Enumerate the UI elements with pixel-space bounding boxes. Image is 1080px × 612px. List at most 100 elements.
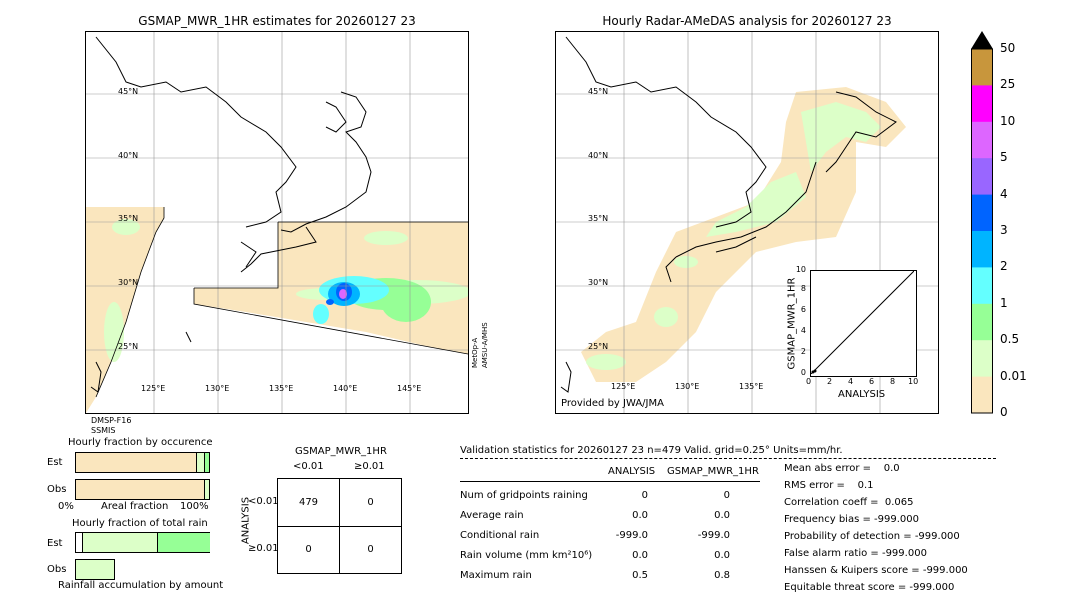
colorbar-label: 1 [1000, 295, 1008, 310]
right-lon-label: 135°E [739, 382, 764, 391]
left-map-title: GSMAP_MWR_1HR estimates for 20260127 23 [138, 14, 416, 28]
validation-score: RMS error = 0.1 [784, 480, 874, 491]
inset-xtick: 8 [890, 377, 896, 386]
right-lon-label: 130°E [675, 382, 700, 391]
colorbar-label: 10 [1000, 113, 1016, 128]
inset-xtick: 4 [848, 377, 854, 386]
right-lat-label: 35°N [588, 214, 609, 223]
right-lat-label: 45°N [588, 87, 609, 96]
validation-row-label: Rain volume (mm km²10⁶) [460, 550, 593, 561]
colorbar-segment [971, 267, 993, 305]
radar-green [801, 102, 881, 172]
left-map-panel: 45°N 40°N 35°N 30°N 25°N 125°E 130°E 135… [85, 31, 471, 414]
contingency-cell: 0 [305, 544, 312, 555]
validation-gsmap-value: 0.0 [714, 550, 730, 561]
radar-green [654, 307, 678, 327]
rain-fraction-row-label: Est [47, 538, 63, 549]
right-map-title: Hourly Radar-AMeDAS analysis for 2026012… [602, 14, 892, 28]
colorbar-segment [971, 49, 993, 86]
left-rain-purple [339, 289, 347, 299]
occurrence-row-label: Est [47, 457, 63, 468]
provider-credit: Provided by JWA/JMA [561, 398, 664, 409]
colorbar-segment [971, 303, 993, 341]
right-lat-label: 40°N [588, 151, 609, 160]
validation-col-divider [460, 481, 760, 482]
validation-analysis-value: 0.0 [632, 510, 648, 521]
right-lat-label: 25°N [588, 342, 609, 351]
contingency-row-header: ≥0.01 [248, 543, 279, 554]
colorbar-label: 0.01 [1000, 368, 1027, 383]
left-map-coastline [90, 36, 372, 393]
left-map-sensor-label: MetOp-A AMSU-A/MHS [471, 322, 489, 368]
colorbar-segment [971, 121, 993, 159]
inset-xtick: 0 [806, 377, 812, 386]
left-lat-label: 35°N [118, 214, 139, 223]
occurrence-axis-right: 100% [180, 501, 209, 512]
left-lat-label: 25°N [118, 342, 139, 351]
left-map-bottom-sensor: DMSP-F16 SSMIS [91, 416, 132, 435]
inset-ytick: 6 [800, 305, 806, 314]
inset-ytick: 2 [800, 347, 806, 356]
rain-fraction-obs-bar [75, 559, 115, 580]
right-map-coastline [560, 36, 897, 393]
validation-gsmap-value: 0.0 [714, 510, 730, 521]
inset-scatter-svg [810, 270, 915, 375]
validation-score: Equitable threat score = -999.000 [784, 582, 955, 593]
validation-col-header: GSMAP_MWR_1HR [667, 466, 759, 477]
validation-score: Probability of detection = -999.000 [784, 531, 960, 542]
occurrence-title: Hourly fraction by occurence [68, 437, 213, 448]
inset-scatter-plot [810, 270, 917, 377]
validation-row-label: Conditional rain [460, 530, 540, 541]
validation-col-header: ANALYSIS [608, 466, 656, 477]
radar-green [674, 256, 698, 268]
left-lon-label: 145°E [397, 384, 422, 393]
validation-analysis-value: 0 [641, 490, 648, 501]
rain-fraction-est-bar [75, 532, 210, 553]
occurrence-axis-mid: Areal fraction [101, 501, 169, 512]
validation-row-label: Num of gridpoints raining [460, 490, 588, 501]
colorbar-label: 3 [1000, 223, 1008, 237]
inset-ytick: 4 [800, 326, 806, 335]
contingency-col-header: ≥0.01 [354, 461, 385, 472]
left-rain-blue [326, 299, 334, 305]
validation-gsmap-value: 0 [723, 490, 730, 501]
radar-green [706, 172, 806, 237]
inset-ylabel: GSMAP_MWR_1HR [786, 277, 798, 370]
right-lat-label: 30°N [588, 278, 609, 287]
inset-diagonal-line [810, 270, 915, 375]
colorbar-label: 5 [1000, 150, 1008, 165]
left-swath-border [193, 221, 469, 355]
validation-analysis-value: 0.0 [632, 550, 648, 561]
colorbar-label: 2 [1000, 259, 1008, 274]
left-green-patch [112, 219, 140, 235]
colorbar-segment [971, 376, 993, 414]
validation-score: Hanssen & Kuipers score = -999.000 [784, 565, 968, 576]
contingency-title: GSMAP_MWR_1HR [295, 446, 387, 457]
left-green-patch [364, 231, 408, 245]
validation-score: Correlation coeff = 0.065 [784, 497, 914, 508]
colorbar [971, 31, 993, 414]
validation-gsmap-value: -999.0 [697, 530, 730, 541]
colorbar-label: 25 [1000, 77, 1016, 92]
inset-xtick: 10 [908, 377, 919, 386]
colorbar-segment [971, 158, 993, 196]
colorbar-segment [971, 194, 993, 232]
colorbar-segment [971, 85, 993, 123]
validation-score: Frequency bias = -999.000 [784, 514, 919, 525]
colorbar-segment [971, 340, 993, 378]
colorbar-label: 4 [1000, 186, 1008, 201]
occurrence-est-bar [75, 452, 210, 473]
left-rain-green [381, 282, 431, 322]
contingency-table: 479 0 0 0 [277, 478, 402, 574]
left-map-svg [86, 32, 471, 413]
validation-gsmap-value: 0.8 [714, 570, 730, 581]
validation-score: Mean abs error = 0.0 [784, 463, 900, 474]
colorbar-segment [971, 231, 993, 268]
inset-xtick: 6 [869, 377, 875, 386]
rain-fraction-footer: Rainfall accumulation by amount [58, 580, 224, 591]
validation-divider [460, 458, 996, 459]
inset-xlabel: ANALYSIS [838, 389, 886, 400]
contingency-cell: 0 [367, 497, 374, 508]
inset-ytick: 10 [795, 265, 806, 274]
left-lat-label: 45°N [118, 87, 139, 96]
